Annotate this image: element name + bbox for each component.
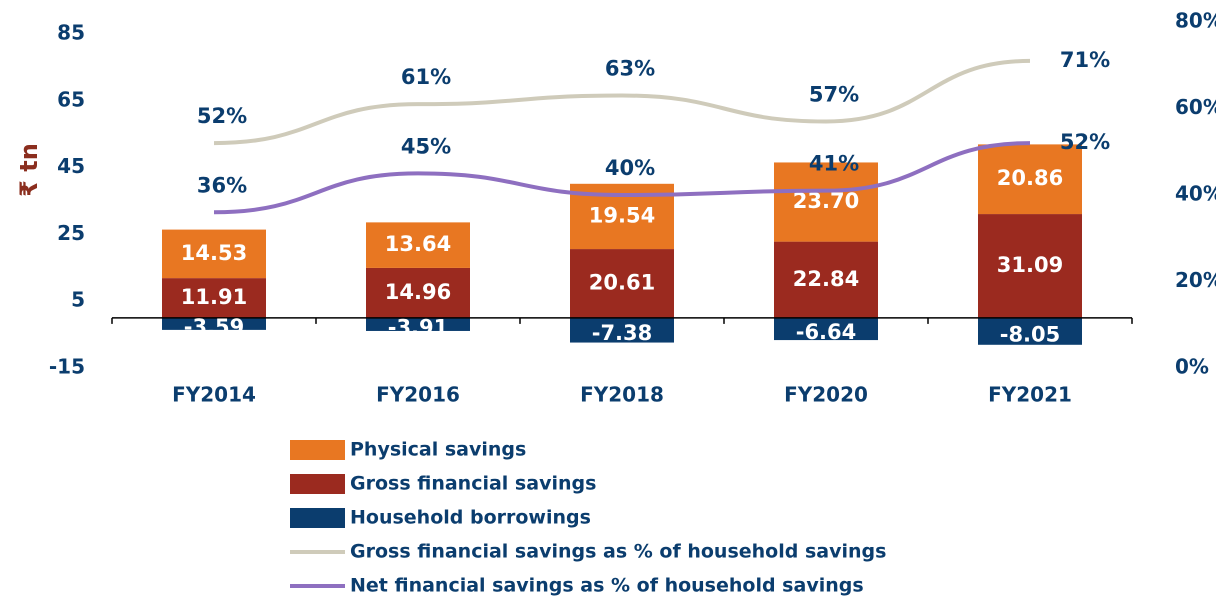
bar-segment [774, 317, 878, 341]
line-value-label: 52% [197, 104, 247, 128]
legend-swatch [290, 474, 345, 494]
y2-tick-label: 20% [1175, 268, 1216, 292]
line-value-label: 63% [605, 57, 655, 81]
legend-label: Net financial savings as % of household … [350, 575, 864, 597]
y-axis-label: ₹ tn [15, 143, 43, 197]
bar-segment [162, 317, 266, 330]
bar-value-label: -8.05 [1000, 322, 1061, 346]
x-tick-label: FY2016 [376, 383, 460, 407]
bar-segment [162, 229, 266, 279]
bar-value-label: 22.84 [793, 267, 859, 291]
y-tick-label: 5 [71, 288, 85, 312]
y2-tick-label: 40% [1175, 182, 1216, 206]
bar-value-label: 19.54 [589, 203, 655, 227]
x-tick-label: FY2020 [784, 383, 868, 407]
line-series [213, 141, 1031, 215]
x-tick-label: FY2018 [580, 383, 664, 407]
bar-value-label: 11.91 [181, 285, 247, 309]
bar-value-label: -7.38 [592, 321, 653, 345]
bar-value-label: 14.96 [385, 280, 451, 304]
bar-segment [162, 278, 266, 318]
line-value-label: 57% [809, 82, 859, 106]
y-tick-label: 85 [57, 21, 85, 45]
y2-tick-label: 0% [1175, 355, 1209, 379]
line-value-label: 36% [197, 173, 247, 197]
bar-segment [774, 162, 878, 242]
bar-value-label: 20.86 [997, 166, 1063, 190]
line-value-label: 45% [401, 134, 451, 158]
bar-segment [978, 317, 1082, 345]
bar-segment [570, 249, 674, 318]
bar-segment [978, 214, 1082, 318]
line-value-label: 71% [1060, 48, 1110, 72]
y-tick-label: 45 [57, 154, 85, 178]
bar-value-label: -6.64 [796, 320, 857, 344]
bar-value-label: -3.91 [388, 315, 449, 339]
legend-swatch [290, 508, 345, 528]
bar-segment [570, 317, 674, 343]
bar-value-label: 31.09 [997, 253, 1063, 277]
legend-label: Gross financial savings as % of househol… [350, 541, 886, 563]
bar-segment [366, 267, 470, 318]
y-tick-label: 65 [57, 87, 85, 111]
line-value-label: 61% [401, 65, 451, 89]
line-value-label: 40% [605, 156, 655, 180]
line-value-label: 52% [1060, 130, 1110, 154]
bar-value-label: 14.53 [181, 241, 247, 265]
legend-label: Physical savings [350, 439, 526, 461]
bar-segment [366, 317, 470, 331]
x-tick-label: FY2021 [988, 383, 1072, 407]
bar-value-label: 23.70 [793, 189, 859, 213]
bar-segment [978, 144, 1082, 215]
bar-segment [366, 222, 470, 268]
y-tick-label: 25 [57, 221, 85, 245]
y2-tick-label: 60% [1175, 95, 1216, 119]
line-value-label: 41% [809, 152, 859, 176]
bar-value-label: -3.59 [184, 315, 245, 339]
bar-segment [774, 241, 878, 318]
legend-swatch [290, 440, 345, 460]
y2-tick-label: 80% [1175, 9, 1216, 33]
legend-label: Household borrowings [350, 507, 591, 529]
legend-label: Gross financial savings [350, 473, 596, 495]
bar-value-label: 13.64 [385, 232, 451, 256]
line-series [213, 58, 1031, 146]
x-tick-label: FY2014 [172, 383, 256, 407]
y-tick-label: -15 [49, 355, 85, 379]
bar-value-label: 20.61 [589, 270, 655, 294]
